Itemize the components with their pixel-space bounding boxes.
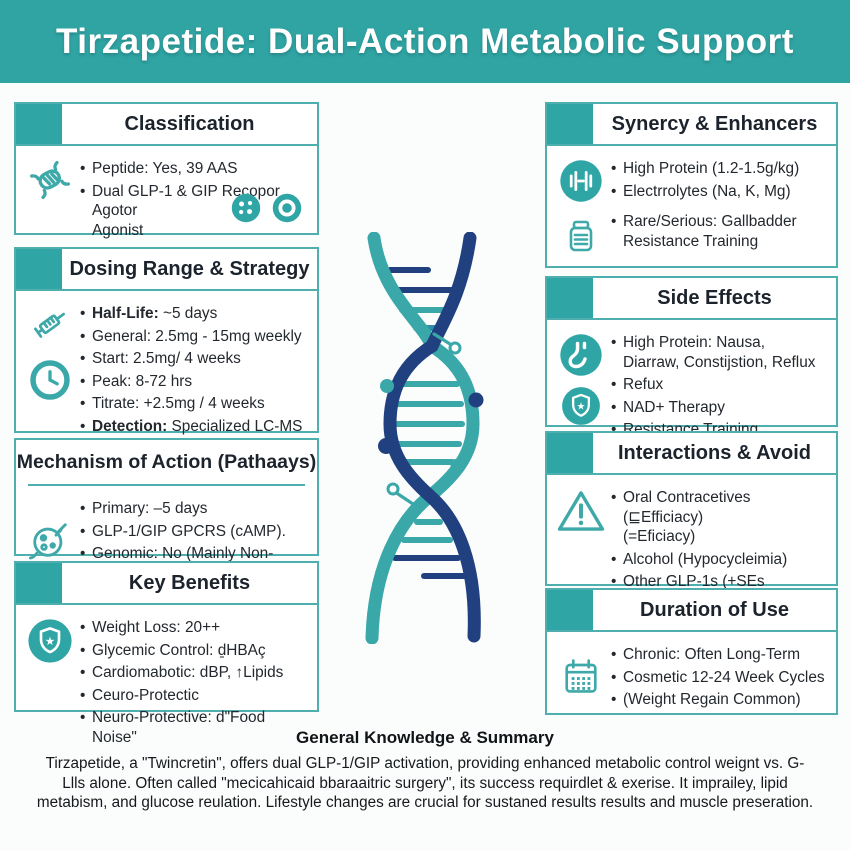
bullet-item: Weight Loss: 20++	[80, 618, 311, 638]
card-benefits: Key Benefits ★ Weight Loss: 20++ Glycemi…	[14, 561, 319, 746]
card-header: Mechanism of Action (Pathaays)	[16, 440, 317, 484]
bullet-item: Oral Contracetives (⊑Efficiacy) (=Eficia…	[611, 488, 830, 547]
card-header: Key Benefits	[16, 563, 317, 605]
card-title: Classification	[124, 112, 255, 135]
page-title: Tirzapetide: Dual-Action Metabolic Suppo…	[56, 21, 794, 61]
shield-star-icon: ★	[560, 385, 602, 427]
header-banner: Tirzapetide: Dual-Action Metabolic Suppo…	[0, 0, 850, 83]
cell-icon	[26, 517, 74, 563]
bullet-item: Dual GLP-1 & GIP Recopor Agotor Agonist	[80, 182, 311, 241]
header-accent-block	[547, 104, 593, 144]
shield-star-icon: ★	[26, 617, 74, 665]
title-underline	[28, 484, 305, 486]
bullet-item: GLP-1/GIP GPCRS (cAMP).	[80, 522, 311, 542]
header-accent-block	[16, 249, 62, 289]
bullet-item: General: 2.5mg - 15mg weekly	[80, 327, 311, 347]
dumbbell-icon	[558, 158, 604, 204]
clock-icon	[27, 357, 73, 403]
bullet-item: Detection: Specialized LC-MS	[80, 417, 311, 437]
card-classification: Classification Peptide: Yes, 39 AAS	[14, 102, 319, 239]
header-accent-block	[16, 104, 62, 144]
svg-text:★: ★	[577, 402, 586, 413]
card-side-effects: Side Effects ★	[545, 276, 838, 439]
dna-helix-illustration	[330, 232, 535, 644]
card-title: Interactions & Avoid	[618, 441, 811, 464]
card-header: Synercy & Enhancers	[547, 104, 836, 146]
bullet-item: Titrate: +2.5mg / 4 weeks	[80, 394, 311, 414]
card-title: Key Benefits	[128, 571, 251, 594]
card-title: Duration of Use	[640, 598, 789, 621]
detection-label: Detection:	[92, 417, 168, 435]
bullet-item: Cosmetic 12-24 Week Cycles	[611, 668, 830, 688]
warning-triangle-icon	[555, 487, 607, 535]
card-header: Classification	[16, 104, 317, 146]
syringe-icon	[27, 303, 73, 345]
card-title: Dosing Range & Strategy	[69, 257, 310, 280]
bullet-item: Neuro-Protective: d"Food Noise"	[80, 708, 311, 747]
card-title: Synercy & Enhancers	[611, 112, 818, 135]
bullet-item: Cardiomabotic: dBP, ↑Lipids	[80, 663, 311, 683]
bullet-item: Alcohol (Hypocycleimia)	[611, 550, 830, 570]
bullet-item: NAD+ Therapy	[611, 398, 830, 418]
half-life-label: Half-Life:	[92, 305, 159, 322]
bullet-item: (Weight Regain Common)	[611, 690, 830, 710]
bullet-item: Primary: –5 days	[80, 499, 311, 519]
card-header: Interactions & Avoid	[547, 433, 836, 475]
bullet-item: Other GLP-1s (+SEs	[611, 572, 830, 592]
card-title: Mechanism of Action (Pathaays)	[16, 450, 317, 473]
card-duration: Duration of Use	[545, 588, 838, 715]
header-accent-block	[547, 590, 593, 630]
bullet-item: Glycemic Control: ḏHBAç	[80, 641, 311, 661]
card-mechanism: Mechanism of Action (Pathaays)	[14, 438, 319, 582]
header-accent-block	[547, 278, 593, 318]
stomach-icon	[558, 332, 604, 378]
summary-body: Tirzapetide, a "Twincretin", offers dual…	[36, 755, 814, 812]
svg-text:★: ★	[45, 636, 55, 648]
bullet-item: Ceuro-Protectic	[80, 686, 311, 706]
summary-title: General Knowledge & Summary	[296, 728, 554, 747]
header-accent-block	[16, 563, 62, 603]
card-interactions: Interactions & Avoid Oral Contracetives …	[545, 431, 838, 632]
dna-segment-icon	[28, 158, 72, 202]
bullet-item: High Protein (1.2-1.5g/kg)	[611, 159, 830, 179]
card-title: Side Effects	[657, 286, 772, 309]
supplement-jar-icon	[561, 216, 601, 256]
bullet-item: Refux	[611, 375, 830, 395]
bullet-item: High Protein: Nausa, Diarraw, Constijsti…	[611, 333, 830, 372]
half-life-value: ~5 days	[158, 305, 218, 322]
bullet-item: Electrrolytes (Na, K, Mg)	[611, 182, 830, 202]
summary-section: General Knowledge & Summary Tirzapetide,…	[30, 728, 820, 813]
target-icon	[271, 192, 303, 224]
bullet-item: Half-Life: ~5 days	[80, 304, 311, 324]
bullet-item: Rare/Serious: Gallbadder Resistance Trai…	[611, 212, 830, 251]
card-header: Side Effects	[547, 278, 836, 320]
header-accent-block	[547, 433, 593, 473]
detection-value: Specialized LC-MS	[167, 417, 303, 435]
card-header: Duration of Use	[547, 590, 836, 632]
card-synergy: Synercy & Enhancers	[545, 102, 838, 268]
bullet-item: Peak: 8-72 hrs	[80, 372, 311, 392]
bullet-item: Chronic: Often Long-Term	[611, 645, 830, 665]
pill-dots-icon	[230, 192, 262, 224]
bullet-item: Start: 2.5mg/ 4 weeks	[80, 349, 311, 369]
card-dosing: Dosing Range & Strategy	[14, 247, 319, 436]
card-header: Dosing Range & Strategy	[16, 249, 317, 291]
calendar-icon	[559, 654, 603, 698]
bullet-item: Peptide: Yes, 39 AAS	[80, 159, 311, 179]
